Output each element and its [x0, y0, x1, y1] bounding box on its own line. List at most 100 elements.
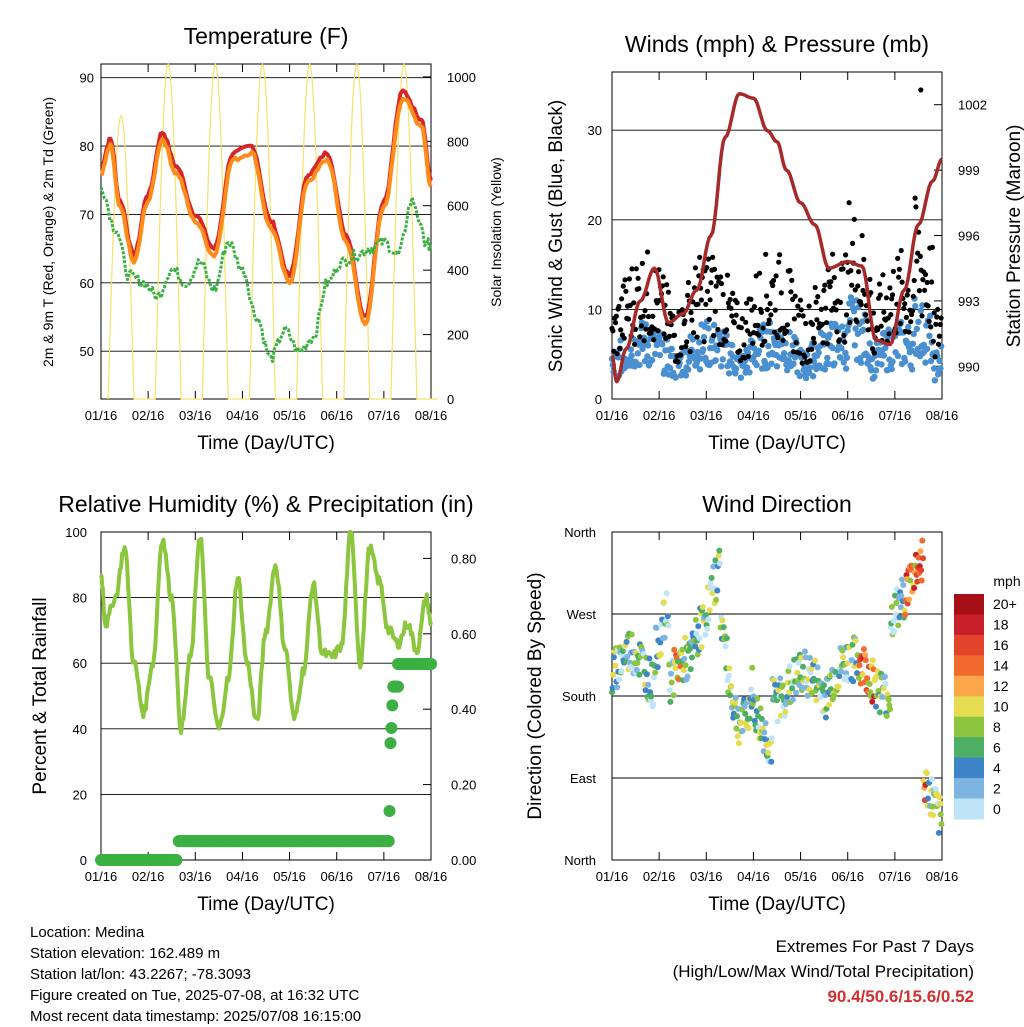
gust-point [626, 276, 633, 282]
winds-chart-xtick-label: 02/16 [643, 408, 676, 423]
direction-point [919, 537, 926, 544]
gust-point [877, 292, 883, 298]
direction-point [698, 644, 705, 651]
direction-chart-xtick-label: 05/16 [784, 869, 817, 884]
humidity-line [99, 530, 433, 736]
gust-point [776, 259, 782, 265]
gust-point [739, 316, 745, 322]
gust-point [926, 318, 932, 324]
direction-point [746, 715, 753, 722]
direction-point [696, 635, 703, 642]
direction-point [795, 659, 802, 666]
gust-point [935, 341, 942, 347]
wind-point [840, 359, 847, 366]
direction-point [789, 685, 796, 692]
gust-point [763, 251, 769, 257]
gust-point [843, 252, 849, 258]
direction-point [619, 648, 626, 655]
gust-point [823, 305, 829, 311]
humidity-ylabel: Percent & Total Rainfall [30, 597, 51, 794]
gust-point [799, 360, 805, 366]
direction-point [920, 555, 926, 562]
direction-point [885, 696, 892, 703]
wind-point [915, 318, 922, 325]
humidity-chart-xtick-label: 08/16 [415, 869, 448, 884]
gust-point [764, 306, 771, 313]
insolation-ytick-label: 800 [447, 134, 469, 149]
direction-point [852, 637, 859, 644]
wind-point [785, 357, 792, 364]
colorbar-label: 16 [993, 637, 1009, 653]
gust-point [707, 297, 713, 303]
gust-point [859, 233, 865, 239]
direction-point [784, 693, 791, 700]
gust-point [822, 282, 828, 288]
wind-point [910, 330, 917, 338]
humidity-ytick-label: 40 [73, 722, 87, 737]
gust-point [922, 271, 929, 278]
gust-point [827, 284, 833, 290]
gust-point [920, 277, 926, 283]
winds-ytick-label: 0 [595, 392, 602, 407]
pressure-ytick-label: 1002 [958, 98, 987, 113]
gust-point [614, 351, 620, 357]
direction-point [745, 725, 752, 732]
wind-point [796, 372, 803, 380]
pressure-ytick-label: 999 [958, 163, 980, 178]
wind-point [917, 307, 924, 314]
direction-point [689, 654, 695, 661]
gust-point [778, 290, 784, 296]
direction-point [636, 671, 643, 678]
extremes-heading: Extremes For Past 7 Days [775, 937, 974, 956]
gust-point [934, 314, 940, 320]
direction-point [628, 631, 635, 638]
gust-point [881, 309, 887, 315]
gust-point [704, 288, 711, 294]
wind-point [872, 367, 880, 374]
gust-point [836, 337, 843, 343]
temperature-ytick-label: 70 [80, 207, 94, 222]
gust-point [889, 292, 896, 298]
direction-chart-title: Wind Direction [702, 491, 852, 517]
gust-point [719, 342, 725, 348]
direction-point [906, 596, 912, 603]
direction-point [618, 668, 625, 675]
wind-point [666, 364, 674, 372]
gust-point [812, 284, 818, 291]
gust-point [935, 306, 941, 312]
gust-point [770, 282, 776, 289]
direction-point [929, 803, 936, 810]
gust-point [871, 350, 877, 356]
gust-point [851, 216, 857, 222]
gust-point [764, 293, 770, 299]
wind-point [780, 350, 788, 357]
gust-point [619, 296, 625, 302]
gust-point [931, 310, 937, 316]
gust-point [807, 358, 813, 364]
wind-point [644, 353, 651, 360]
gust-point [821, 287, 827, 293]
gust-point [727, 296, 733, 303]
gust-point [775, 335, 781, 341]
gust-point [767, 301, 773, 307]
colorbar-label: 8 [993, 719, 1001, 735]
wind-point [737, 374, 745, 381]
gust-point [837, 299, 844, 305]
precip-point [386, 699, 399, 712]
direction-point [761, 736, 768, 743]
gust-point [932, 354, 938, 360]
wind-point [852, 325, 859, 332]
gust-point [670, 313, 676, 319]
gust-point [675, 359, 681, 365]
gust-point [688, 309, 694, 316]
direction-point [695, 623, 702, 630]
gust-point [899, 279, 905, 285]
gust-point [745, 353, 751, 359]
wind-point [639, 345, 646, 352]
direction-point [869, 698, 876, 705]
gust-point [711, 266, 718, 272]
gust-point [889, 296, 895, 302]
wind-point [937, 365, 944, 372]
colorbar-swatch [954, 737, 984, 759]
gust-point [912, 195, 918, 201]
